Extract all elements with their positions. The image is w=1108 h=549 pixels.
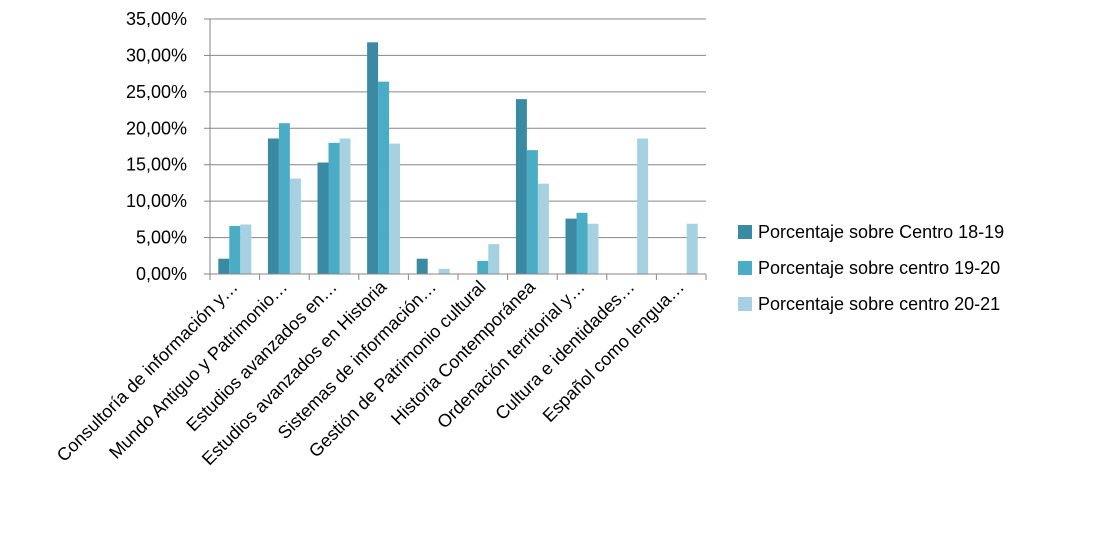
- legend-swatch: [738, 297, 752, 311]
- y-tick-label: 10,00%: [126, 191, 187, 211]
- y-tick-label: 15,00%: [126, 155, 187, 175]
- bar: [438, 268, 450, 274]
- bar: [637, 138, 649, 274]
- y-tick-label: 5,00%: [136, 228, 187, 248]
- bar: [686, 223, 698, 274]
- bar: [526, 150, 538, 274]
- y-tick-label: 0,00%: [136, 264, 187, 284]
- bar: [229, 225, 241, 274]
- bar: [317, 162, 329, 274]
- bars: [218, 42, 698, 275]
- y-tick-label: 35,00%: [126, 9, 187, 29]
- bar: [576, 212, 588, 274]
- legend-swatch: [738, 225, 752, 239]
- y-tick-label: 30,00%: [126, 45, 187, 65]
- bar: [378, 81, 390, 275]
- bar: [416, 258, 428, 274]
- bar: [515, 99, 527, 275]
- y-tick-label: 20,00%: [126, 118, 187, 138]
- bar: [328, 142, 340, 274]
- legend-label: Porcentaje sobre centro 20-21: [758, 294, 1000, 314]
- legend: Porcentaje sobre Centro 18-19 Porcentaje …: [738, 222, 1004, 314]
- bar: [339, 138, 351, 274]
- bar: [240, 224, 252, 274]
- y-tick-label: 25,00%: [126, 82, 187, 102]
- bar: [537, 183, 549, 274]
- bar: [367, 42, 379, 274]
- bar: [389, 143, 401, 274]
- legend-label: Porcentaje sobre Centro 18-19: [758, 222, 1004, 242]
- legend-label: Porcentaje sobre centro 19-20: [758, 258, 1000, 278]
- bar: [289, 178, 301, 274]
- bar: [565, 218, 577, 274]
- bar: [267, 138, 279, 274]
- bar: [278, 123, 290, 274]
- bar: [587, 223, 599, 274]
- bar: [488, 244, 500, 274]
- x-category-label: Consultoría de información y…: [53, 277, 242, 466]
- bar: [218, 258, 230, 274]
- bar: [477, 260, 489, 274]
- legend-swatch: [738, 261, 752, 275]
